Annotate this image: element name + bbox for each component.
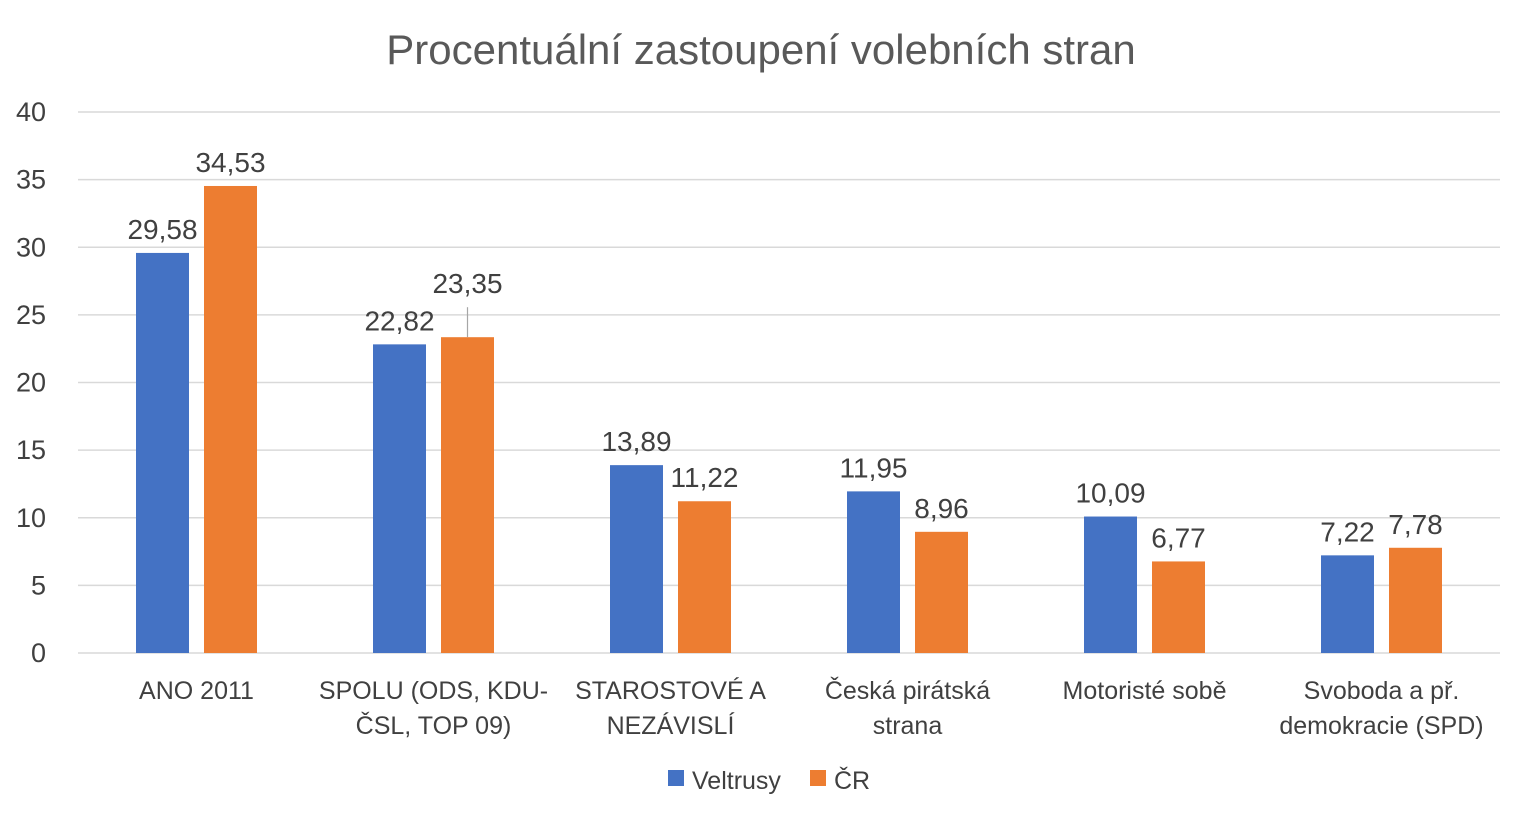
bar-cr	[441, 337, 494, 653]
data-label: 10,09	[1075, 478, 1145, 509]
x-tick-label: Česká pirátská	[825, 676, 990, 705]
y-tick-label: 40	[16, 97, 46, 127]
y-tick-label: 10	[16, 503, 46, 533]
x-tick-label: ANO 2011	[139, 677, 254, 705]
bar-veltrusy	[373, 344, 426, 653]
data-label: 34,53	[195, 147, 265, 178]
y-tick-label: 20	[16, 368, 46, 398]
bar-veltrusy	[847, 491, 900, 653]
y-tick-label: 35	[16, 165, 46, 195]
x-tick-label: Motoristé sobě	[1063, 677, 1227, 705]
data-label: 11,95	[840, 452, 908, 483]
x-tick-label: STAROSTOVÉ A	[575, 676, 766, 705]
bar-veltrusy	[1321, 555, 1374, 653]
x-tick-label: NEZÁVISLÍ	[607, 711, 735, 740]
bar-veltrusy	[1084, 516, 1137, 653]
data-label: 13,89	[601, 426, 671, 457]
data-label: 8,96	[914, 493, 969, 524]
x-axis: ANO 2011 SPOLU (ODS, KDU- ČSL, TOP 09) STAR…	[139, 676, 1484, 740]
data-label: 22,82	[364, 305, 434, 336]
data-label: 23,35	[432, 268, 502, 299]
data-label: 7,78	[1388, 509, 1443, 540]
x-tick-label: SPOLU (ODS, KDU-	[319, 677, 548, 705]
bar-veltrusy	[610, 465, 663, 653]
x-tick-label: ČSL, TOP 09)	[356, 711, 512, 740]
bar-cr	[678, 501, 731, 653]
y-tick-label: 15	[16, 435, 46, 465]
y-tick-label: 30	[16, 232, 46, 262]
bar-cr	[1152, 561, 1205, 653]
bar-cr	[204, 185, 257, 653]
x-tick-label: Svoboda a př.	[1304, 677, 1460, 705]
data-label: 11,22	[671, 462, 739, 493]
gridlines	[78, 111, 1500, 654]
bar-cr	[1389, 547, 1442, 653]
y-tick-label: 25	[16, 300, 46, 330]
legend: Veltrusy ČR	[668, 766, 870, 795]
legend-entry: Veltrusy	[692, 767, 781, 795]
legend-entry: ČR	[834, 766, 870, 795]
legend-swatch	[668, 770, 684, 786]
data-label: 7,22	[1320, 516, 1375, 547]
chart-title: Procentuální zastoupení volebních stran	[386, 26, 1135, 73]
bar-cr	[915, 531, 968, 653]
y-axis: 0 5 10 15 20 25 30 35 40	[16, 97, 46, 668]
x-tick-label: demokracie (SPD)	[1279, 712, 1483, 740]
data-label: 29,58	[127, 214, 197, 245]
y-tick-label: 5	[31, 570, 46, 600]
data-label: 6,77	[1151, 522, 1206, 553]
legend-swatch	[810, 770, 826, 786]
x-tick-label: strana	[873, 712, 943, 740]
bar-veltrusy	[136, 252, 189, 654]
bars	[136, 185, 1442, 654]
y-tick-label: 0	[31, 638, 46, 668]
